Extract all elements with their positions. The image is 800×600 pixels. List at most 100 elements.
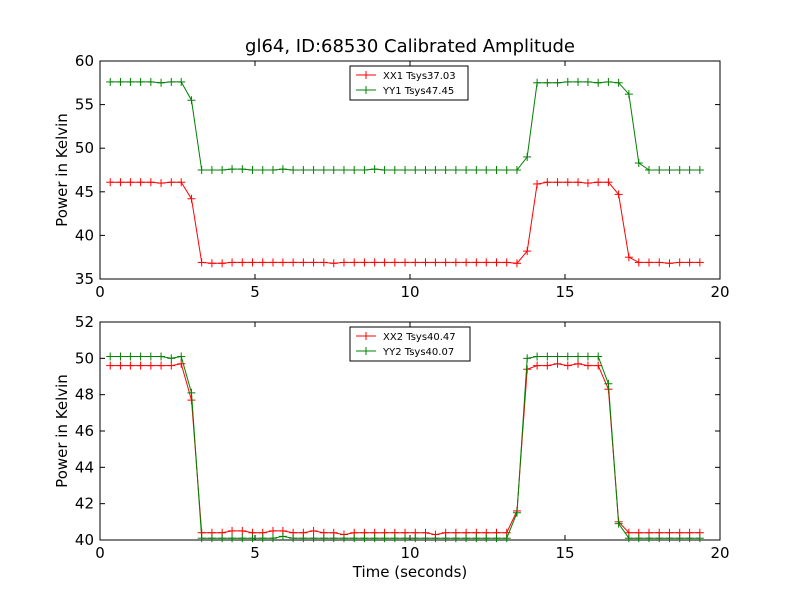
y-tick-label: 46 [75,422,94,440]
data-point [116,361,125,370]
legend-label: YY1 Tsys47.45 [382,86,454,97]
data-point [523,247,532,256]
data-point [390,166,399,174]
data-point [177,359,186,368]
data-point [553,178,562,187]
data-point [645,166,654,174]
data-point [167,77,176,86]
data-point [370,258,379,267]
data-point [136,361,145,370]
x-tick-label: 15 [555,283,574,301]
data-point [197,534,206,543]
data-point [695,166,704,174]
data-point [594,78,603,87]
y-tick-label: 55 [75,96,94,114]
data-point [645,258,654,267]
data-point [574,359,583,368]
data-point [360,258,369,267]
data-point [126,77,135,86]
data-point [228,165,237,174]
data-point [167,361,176,370]
data-point [207,259,216,268]
data-point [248,166,257,174]
data-point [350,258,359,267]
data-point [411,166,420,174]
legend-item: YY1 Tsys47.45 [356,86,454,97]
data-point [563,178,572,187]
x-tick-label: 20 [710,544,729,562]
data-point [401,534,410,543]
data-point [278,258,287,267]
y-tick-label: 52 [75,313,94,331]
data-point [401,258,410,267]
data-point [146,178,155,187]
data-point [299,258,308,267]
data-point [624,90,633,99]
data-point [472,166,481,174]
data-point [441,258,450,267]
x-axis-label: Time (seconds) [352,563,468,581]
data-point [634,534,643,543]
series-xx1 [106,178,704,268]
data-point [258,534,267,543]
data-point [543,361,552,370]
data-point [665,259,674,268]
data-point [695,534,704,543]
data-point [126,361,135,370]
data-point [309,166,318,174]
data-point [289,258,298,267]
data-point [431,534,440,543]
data-point [492,534,501,543]
data-point [309,526,318,535]
legend-label: XX2 Tsys40.47 [383,332,456,343]
data-point [238,526,247,535]
y-tick-label: 40 [75,531,94,549]
data-point [614,190,623,199]
data-point [106,178,115,187]
data-point [380,258,389,267]
data-point [106,361,115,370]
series-yy2 [106,352,704,543]
data-point [197,258,206,267]
data-point [655,166,664,174]
data-point [309,258,318,267]
y-tick-label: 40 [75,226,94,244]
data-point [116,352,125,361]
data-point [401,166,410,174]
data-point [502,166,511,174]
data-point [187,388,196,397]
data-point [350,534,359,543]
data-point [187,194,196,203]
data-point [167,178,176,187]
data-point [106,77,115,86]
data-point [583,352,592,361]
data-point [665,166,674,174]
data-point [543,352,552,361]
x-tick-label: 15 [555,544,574,562]
data-point [604,379,613,388]
data-point [136,352,145,361]
data-point [238,165,247,174]
data-point [187,96,196,105]
data-point [462,534,471,543]
data-point [502,534,511,543]
legend: XX2 Tsys40.47 YY2 Tsys40.07 [349,326,471,362]
data-point [533,179,542,188]
data-point [136,178,145,187]
data-point [563,77,572,86]
data-point [441,534,450,543]
legend-item: XX1 Tsys37.03 [356,71,456,82]
data-point [543,78,552,87]
data-point [146,77,155,86]
data-point [339,534,348,543]
y-tick-label: 50 [75,139,94,157]
data-point [411,258,420,267]
data-point [228,258,237,267]
data-point [228,534,237,543]
data-point [685,534,694,543]
data-point [574,352,583,361]
data-point [523,365,532,374]
data-point [523,354,532,363]
x-tick-label: 5 [250,544,260,562]
data-point [492,166,501,174]
